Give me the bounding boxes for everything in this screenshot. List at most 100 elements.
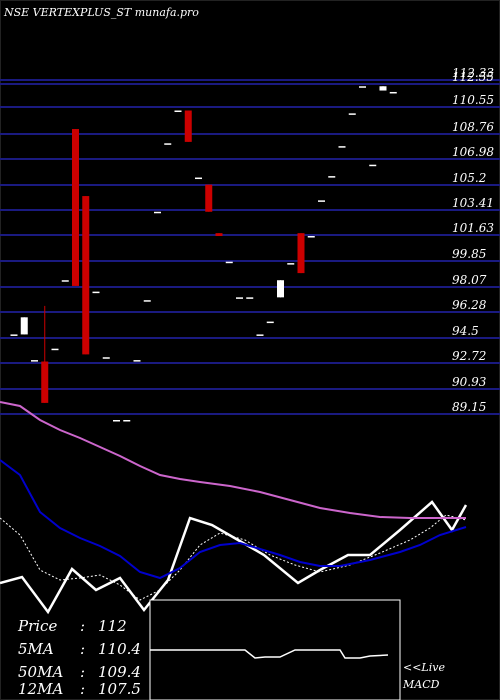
stat-label: 50MA: [18, 663, 63, 681]
grid-line: [0, 209, 500, 211]
candle: [287, 263, 295, 265]
stat-row: Price:112: [17, 617, 127, 635]
ma-line-mid: [0, 459, 467, 580]
price-tick-label: 89.15: [452, 400, 486, 414]
candle: [82, 196, 90, 355]
macd-label: MACD: [402, 678, 440, 691]
price-tick-label: 108.76: [452, 120, 494, 134]
macd-panel: [149, 599, 401, 700]
candle: [389, 91, 397, 94]
price-tick-label: 106.98: [452, 145, 494, 159]
candle-body: [277, 280, 284, 298]
candle-body: [205, 184, 213, 212]
candle-body: [328, 176, 336, 178]
candle-body: [195, 177, 202, 180]
candle: [379, 86, 387, 91]
candle: [307, 236, 315, 238]
grid-line: [0, 133, 500, 135]
stat-row: 12MA:107.5: [18, 680, 141, 698]
price-tick-label: 90.93: [452, 375, 487, 389]
candle: [113, 420, 120, 422]
candle: [266, 321, 274, 324]
candle-body: [318, 200, 325, 202]
grid-line: [0, 413, 500, 415]
candle-body: [82, 196, 90, 355]
stat-value: 107.5: [98, 680, 141, 698]
stat-label: Price: [17, 617, 57, 635]
candle-body: [164, 143, 172, 145]
candle: [154, 211, 161, 214]
candle-body: [225, 261, 233, 264]
candle-body: [92, 291, 100, 294]
candle-body: [297, 233, 305, 274]
price-tick-label: 112.55: [452, 70, 494, 84]
candle: [236, 297, 243, 299]
candle-body: [102, 357, 110, 359]
candle-body: [348, 113, 356, 115]
grid-line: [0, 286, 500, 288]
candle-body: [184, 110, 192, 142]
candle-body: [154, 211, 161, 214]
stat-label: 5MA: [18, 640, 54, 658]
candle-body: [266, 321, 274, 324]
candle-body: [20, 317, 28, 335]
candle: [277, 280, 284, 298]
stat-separator: :: [80, 663, 85, 681]
grid-line: [0, 158, 500, 160]
candle: [123, 420, 131, 422]
candle: [102, 357, 110, 359]
price-tick-label: 112.33: [452, 66, 494, 80]
candle-body: [10, 334, 18, 336]
price-tick-label: 101.63: [452, 221, 494, 235]
candle-body: [72, 129, 79, 286]
candle: [318, 200, 325, 202]
candle-body: [174, 110, 182, 113]
candle: [143, 300, 151, 302]
grid-line: [0, 79, 500, 81]
candle: [215, 233, 223, 237]
candle: [338, 146, 346, 148]
candle: [205, 184, 213, 212]
stat-value: 110.4: [98, 640, 141, 658]
grid-line: [0, 362, 500, 364]
candle: [359, 86, 366, 88]
grid-line: [0, 311, 500, 313]
candle-body: [41, 361, 49, 403]
price-tick-label: 92.72: [452, 349, 486, 363]
candle: [348, 113, 356, 115]
chart-title: NSE VERTEXPLUS_ST munafa.pro: [3, 6, 199, 19]
candle: [10, 334, 18, 336]
stat-separator: :: [80, 640, 85, 658]
candle-body: [359, 86, 366, 88]
candle-layer: [10, 86, 397, 422]
grid-line: [0, 83, 500, 85]
candle: [225, 261, 233, 264]
grid-line: [0, 337, 500, 339]
candle-body: [61, 280, 69, 282]
grid-line: [0, 388, 500, 390]
grid-line: [0, 234, 500, 236]
candle: [369, 164, 377, 167]
candle-body: [143, 300, 151, 302]
price-tick-label: 94.5: [452, 324, 479, 338]
candle: [174, 110, 182, 113]
candle: [41, 305, 49, 403]
stat-row: 50MA:109.4: [18, 663, 141, 681]
grid-layer: [0, 79, 500, 415]
candle: [92, 291, 100, 294]
macd-live-label: <<Live: [403, 661, 445, 674]
grid-line: [0, 106, 500, 108]
candle: [184, 110, 192, 142]
candle-body: [133, 360, 141, 362]
candle-body: [379, 86, 387, 91]
candle: [246, 297, 254, 299]
candle-body: [31, 360, 38, 362]
grid-line: [0, 260, 500, 262]
candle-body: [236, 297, 243, 299]
candle: [297, 233, 305, 274]
price-tick-label: 110.55: [452, 93, 494, 107]
